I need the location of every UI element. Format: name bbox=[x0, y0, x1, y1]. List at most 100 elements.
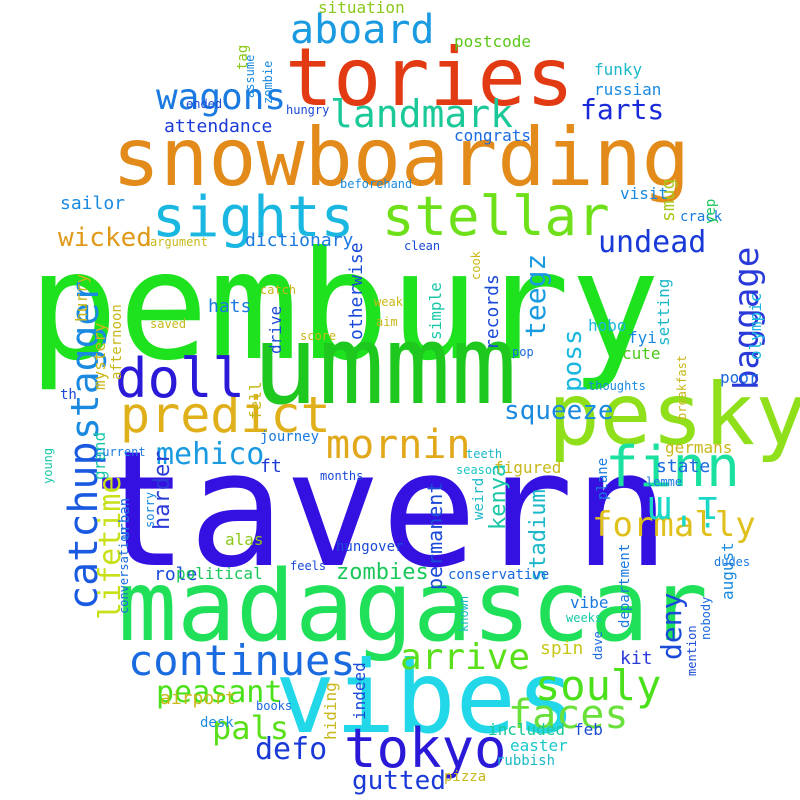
word-months: months bbox=[320, 469, 364, 483]
word-desk: desk bbox=[200, 715, 234, 731]
word-situation: situation bbox=[318, 0, 405, 17]
word-zombies: zombies bbox=[336, 560, 429, 585]
word-known: known bbox=[457, 595, 471, 632]
word-state: state bbox=[656, 456, 711, 477]
word-season: season bbox=[456, 463, 500, 477]
word-th: th bbox=[60, 387, 77, 403]
word-role: role bbox=[154, 564, 198, 585]
word-wagons: wagons bbox=[156, 77, 287, 118]
word-sorry: sorry bbox=[143, 491, 157, 528]
word-journey: journey bbox=[260, 429, 320, 445]
word-wicked: wicked bbox=[58, 223, 152, 253]
word-sights: sights bbox=[152, 185, 355, 250]
word-conversation: conversation bbox=[117, 527, 131, 614]
word-pembury: pembury bbox=[28, 220, 661, 394]
word-predict: predict bbox=[120, 386, 331, 444]
word-beforehand: beforehand bbox=[340, 177, 413, 191]
word-ft: ft bbox=[260, 456, 282, 477]
word-dictionary: dictionary bbox=[245, 230, 354, 251]
word-faces: faces bbox=[508, 692, 629, 738]
word-argument: argument bbox=[150, 235, 208, 249]
word-mornin: mornin bbox=[326, 422, 471, 468]
word-rubbish: rubbish bbox=[496, 753, 556, 769]
word-poor: poor bbox=[720, 368, 759, 387]
word-olympic: olympic bbox=[746, 292, 765, 360]
word-figured: figured bbox=[494, 458, 562, 477]
word-continues: continues bbox=[128, 636, 356, 685]
word-snowboarding: snowboarding bbox=[112, 111, 690, 204]
word-plane: plane bbox=[595, 457, 611, 500]
word-feels: feels bbox=[290, 559, 327, 573]
word-dave: dave bbox=[591, 631, 605, 660]
word-aboard: aboard bbox=[290, 7, 435, 53]
word-germans: germans bbox=[665, 438, 733, 457]
word-ummm: ummm bbox=[252, 301, 517, 429]
word-formally: formally bbox=[592, 505, 756, 545]
word-permanent: permanent bbox=[423, 481, 447, 590]
word-vibes: vibes bbox=[275, 639, 577, 756]
word-kit: kit bbox=[620, 648, 653, 669]
word-postcode: postcode bbox=[454, 32, 532, 51]
word-spin: spin bbox=[540, 638, 584, 659]
word-vibe: vibe bbox=[570, 593, 609, 612]
word-gutted: gutted bbox=[352, 766, 446, 796]
word-madagascar: madagascar bbox=[118, 550, 709, 664]
word-funky: funky bbox=[594, 60, 643, 79]
word-stellar: stellar bbox=[382, 185, 610, 248]
word-easter: easter bbox=[510, 736, 568, 755]
word-weak: weak bbox=[374, 295, 403, 309]
word-hats: hats bbox=[208, 296, 252, 317]
word-thoughts: thoughts bbox=[588, 379, 646, 393]
word-current: current bbox=[95, 445, 146, 459]
word-lemme: lemme bbox=[646, 475, 683, 489]
word-i-m: i'm bbox=[647, 487, 720, 533]
word-tokyo: tokyo bbox=[344, 717, 507, 780]
word-hobo: hobo bbox=[588, 316, 627, 335]
word-feb: feb bbox=[574, 720, 603, 739]
word-airport: airport bbox=[160, 688, 236, 709]
word-saved: saved bbox=[150, 317, 187, 331]
word-nobody: nobody bbox=[699, 596, 713, 640]
word-pizza: pizza bbox=[444, 769, 487, 785]
word-catch: catch bbox=[260, 283, 297, 297]
word-mention: mention bbox=[685, 625, 699, 676]
word-records: records bbox=[482, 274, 503, 350]
word-hurry: hurry bbox=[72, 273, 91, 322]
word-mehico: mehico bbox=[156, 437, 265, 472]
word-assume: assume bbox=[243, 54, 257, 98]
word-breakfast: breakfast bbox=[675, 354, 689, 420]
word-deny: deny bbox=[655, 592, 688, 660]
word-tories: tories bbox=[285, 31, 574, 124]
word-mystery: mystery bbox=[90, 322, 109, 390]
word-weird: weird bbox=[471, 477, 487, 520]
word-conservative: conservative bbox=[448, 567, 550, 583]
word-yep: yep bbox=[703, 198, 719, 224]
word-souly: souly bbox=[535, 661, 662, 710]
word-otherwise: otherwise bbox=[346, 242, 367, 340]
word-alas: alas bbox=[225, 530, 264, 549]
word-hiding: hiding bbox=[321, 682, 340, 740]
word-cook: cook bbox=[469, 251, 483, 280]
word-young: young bbox=[41, 447, 55, 484]
word-finn: finn bbox=[605, 435, 740, 500]
word-indeed: indeed bbox=[350, 662, 369, 720]
word-defo: defo bbox=[255, 732, 328, 767]
word-tavern: tavern bbox=[92, 416, 670, 603]
word-afternoon: afternoon bbox=[109, 304, 125, 380]
word-ended: ended bbox=[186, 97, 223, 111]
word-simple: simple bbox=[426, 282, 445, 340]
word-department: department bbox=[617, 543, 633, 628]
word-score: score bbox=[300, 329, 337, 343]
word-pop: pop bbox=[512, 345, 534, 359]
word-hungover: hungover bbox=[336, 539, 404, 555]
word-political: political bbox=[176, 564, 263, 583]
word-drive: drive bbox=[266, 305, 285, 354]
word-dudes: dudes bbox=[714, 555, 751, 569]
word-books: books bbox=[256, 699, 293, 713]
word-clean: clean bbox=[404, 239, 441, 253]
word-russian: russian bbox=[594, 80, 662, 99]
word-landmark: landmark bbox=[330, 92, 514, 136]
word-visit: visit bbox=[620, 184, 669, 203]
word-hungry: hungry bbox=[286, 103, 330, 117]
